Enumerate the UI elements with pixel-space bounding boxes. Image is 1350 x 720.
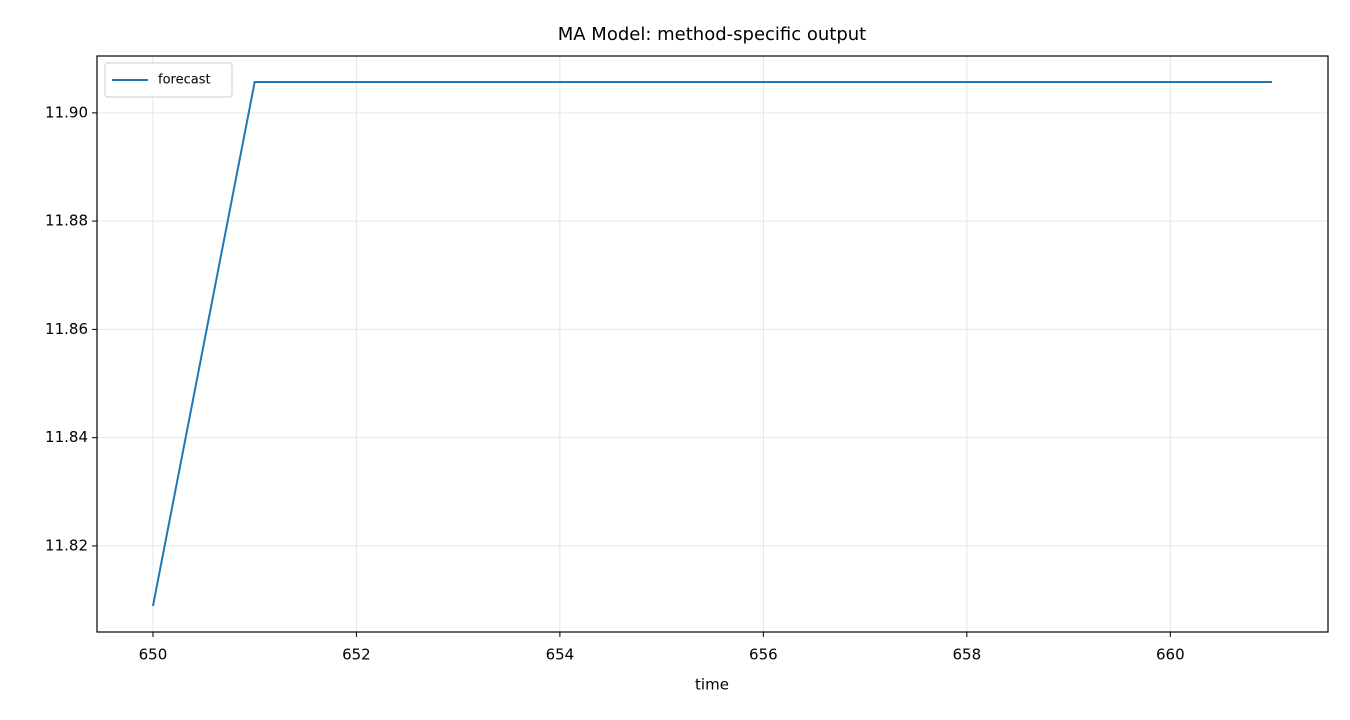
- x-tick-label: 654: [546, 646, 575, 664]
- y-tick-label: 11.88: [45, 212, 88, 230]
- chart-title: MA Model: method-specific output: [558, 24, 867, 45]
- y-tick-label: 11.86: [45, 320, 88, 338]
- x-axis-label: time: [695, 676, 729, 694]
- plot-frame: [96, 55, 1329, 633]
- line: [151, 80, 1273, 607]
- x-tick-label: 650: [139, 646, 168, 664]
- y-tick-label: 11.84: [45, 428, 88, 446]
- x-tick-label: 656: [749, 646, 778, 664]
- x-tick-label: 658: [953, 646, 982, 664]
- y-tick-label: 11.82: [45, 536, 88, 554]
- x-tick-label: 652: [342, 646, 371, 664]
- legend-box: [104, 62, 233, 98]
- x-tick-label: 660: [1156, 646, 1185, 664]
- legend-label: forecast: [158, 73, 211, 88]
- y-tick-label: 11.90: [45, 103, 88, 121]
